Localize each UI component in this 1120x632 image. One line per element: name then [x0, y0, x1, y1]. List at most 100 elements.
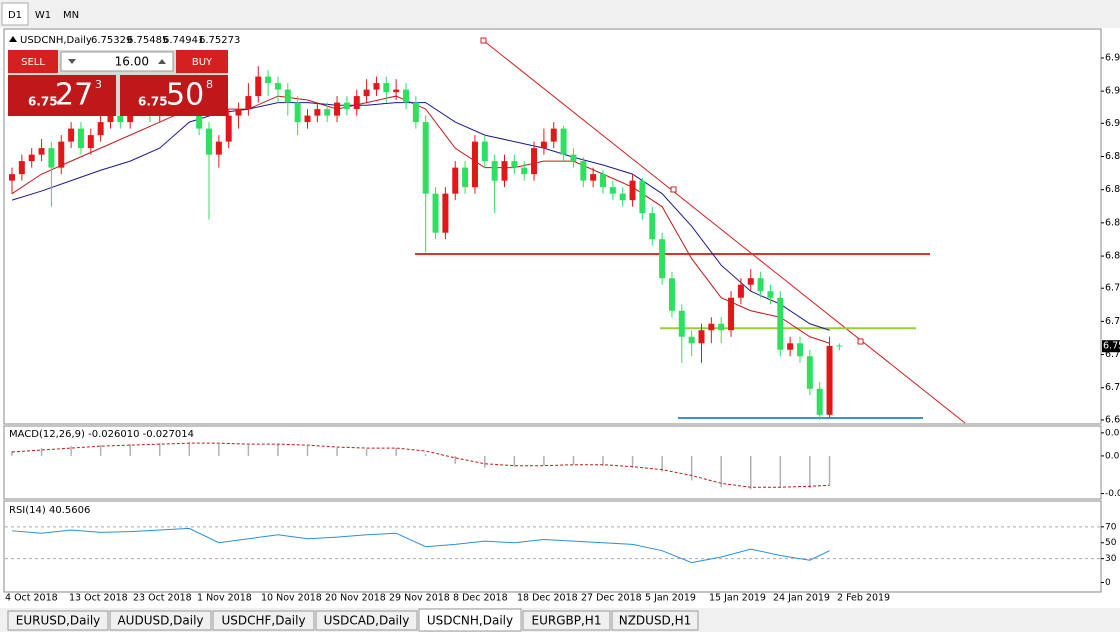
tab[interactable] [109, 610, 212, 631]
candle-body [284, 89, 291, 103]
candle-body [334, 102, 341, 116]
y-tick-label: 6.77180 [1105, 316, 1120, 327]
candle-body [48, 148, 55, 168]
candle-body [757, 278, 764, 292]
x-tick-label: 23 Oct 2018 [133, 593, 192, 604]
tab[interactable] [212, 610, 315, 631]
candle-body [639, 180, 646, 214]
candle-body [245, 96, 252, 110]
y-tick-label: 6.92405 [1105, 118, 1120, 129]
candle-body [531, 148, 538, 175]
y-tick-label: 50 [1105, 538, 1117, 548]
price-tag [1102, 340, 1120, 353]
y-tick-label: 30 [1105, 554, 1117, 564]
ask-box[interactable] [120, 75, 228, 116]
candle-body [590, 174, 597, 181]
candle-body [649, 213, 656, 240]
tab[interactable] [315, 610, 418, 631]
candle-body [77, 128, 84, 149]
macd-pane [3, 425, 1102, 500]
x-tick-label: 24 Jan 2019 [773, 593, 830, 604]
candle-body [274, 83, 281, 90]
tab[interactable] [7, 610, 109, 631]
candle-body [471, 141, 478, 188]
candle-body [747, 278, 754, 285]
bid-pips: 27 [55, 78, 93, 113]
y-tick-label: 6.82200 [1105, 251, 1120, 262]
collapse-icon[interactable] [9, 36, 17, 42]
candle-body [816, 388, 823, 415]
x-tick-label: 20 Nov 2018 [325, 593, 386, 604]
volume-down[interactable] [68, 59, 76, 64]
candle-body [107, 115, 114, 123]
candle-body [826, 345, 833, 415]
buy-button[interactable] [176, 50, 228, 73]
tab[interactable] [611, 610, 699, 631]
tab-label: USDCAD,Daily [324, 614, 410, 628]
candle-body [304, 115, 311, 123]
candle-body [708, 323, 715, 331]
buy-label: BUY [192, 57, 213, 68]
candle-body [718, 323, 725, 331]
y-tick-label: 6.87305 [1105, 184, 1120, 195]
candle-body [206, 128, 212, 155]
macd-label: MACD(12,26,9) -0.026010 -0.027014 [9, 429, 194, 440]
ask-point: 8 [206, 78, 213, 91]
ask-big: 6.75 [138, 95, 168, 109]
tab[interactable] [522, 610, 611, 631]
candle-body [580, 161, 587, 181]
tab-label: USDCHF,Daily [221, 614, 305, 628]
trend-handle [670, 186, 677, 193]
sell-label: SELL [21, 57, 45, 68]
candle-body [668, 278, 675, 311]
x-tick-label: 15 Jan 2019 [709, 593, 766, 604]
volume-input[interactable] [60, 51, 174, 72]
candle-body [353, 96, 360, 110]
candle-body [540, 141, 547, 149]
x-tick-label: 4 Oct 2018 [5, 593, 58, 604]
x-tick-label: 18 Dec 2018 [517, 593, 578, 604]
candle-body [836, 345, 843, 347]
x-tick-label: 13 Oct 2018 [69, 593, 128, 604]
candle-body [501, 161, 508, 181]
bid-box[interactable] [8, 75, 116, 116]
candle-body [373, 83, 380, 90]
rsi-pane [3, 500, 1102, 593]
candle-body [777, 297, 784, 350]
tab-label: NZDUSD,H1 [619, 614, 692, 628]
moving-average [11, 102, 830, 331]
y-tick-label: 6.69605 [1105, 414, 1120, 425]
candle-body [87, 135, 94, 149]
y-tick-label: 6.74630 [1105, 349, 1120, 360]
timeframe-label: W1 [35, 10, 51, 21]
candle-body [314, 109, 321, 116]
candle-body [629, 180, 636, 201]
y-tick-label: 0.00 [1105, 451, 1120, 461]
timeframe-button[interactable] [1, 2, 29, 26]
candle-body [737, 284, 744, 298]
candle-body [521, 167, 528, 175]
toolbar [0, 0, 1120, 28]
candle-body [255, 76, 262, 97]
candle-body [511, 161, 518, 168]
x-tick-label: 1 Nov 2018 [197, 593, 252, 604]
sell-button[interactable] [8, 50, 58, 73]
x-tick-label: 27 Dec 2018 [581, 593, 642, 604]
timeframe-button[interactable] [58, 3, 84, 25]
tab-label: AUDUSD,Daily [117, 614, 203, 628]
candle-body [600, 174, 606, 188]
candle-body [432, 193, 439, 233]
timeframe-button[interactable] [30, 3, 56, 25]
candle-body [343, 102, 350, 110]
volume-up[interactable] [158, 59, 166, 64]
candle-body [609, 187, 616, 194]
tab[interactable] [418, 608, 522, 632]
volume-value: 16.00 [115, 55, 149, 69]
tab-label: EURGBP,H1 [532, 614, 602, 628]
x-tick-label: 2 Feb 2019 [837, 593, 890, 604]
bid-point: 3 [95, 78, 102, 91]
rsi-label: RSI(14) 40.5606 [9, 505, 90, 516]
trend-line [483, 40, 966, 424]
y-tick-label: 6.89855 [1105, 151, 1120, 162]
